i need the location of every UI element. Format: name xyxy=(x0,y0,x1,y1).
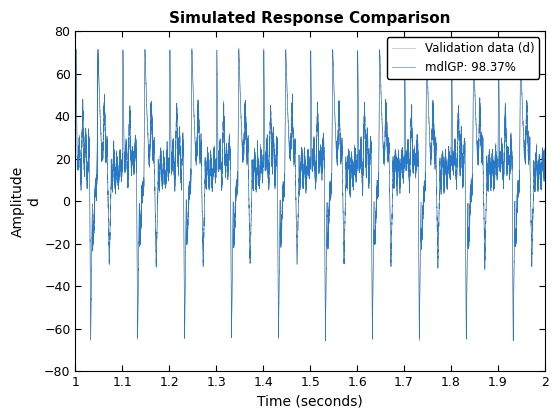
Validation data (d) xyxy=(356,166,363,171)
mdlGP: 98.37%: (1.05, 71.5): 98.37%: (1.05, 71.5) xyxy=(95,47,101,52)
mdlGP: 98.37%: (1.47, -20.4): 98.37%: (1.47, -20.4) xyxy=(294,242,301,247)
Line: Validation data (d): Validation data (d) xyxy=(76,48,545,341)
Validation data (d) xyxy=(294,241,301,246)
Validation data (d) xyxy=(408,110,415,116)
Title: Simulated Response Comparison: Simulated Response Comparison xyxy=(170,11,451,26)
Y-axis label: Amplitude
d: Amplitude d xyxy=(11,166,41,237)
Validation data (d) xyxy=(189,66,196,71)
Validation data (d) xyxy=(236,45,242,50)
mdlGP: 98.37%: (1.72, 40.7): 98.37%: (1.72, 40.7) xyxy=(408,113,415,118)
mdlGP: 98.37%: (1.64, 5.71): 98.37%: (1.64, 5.71) xyxy=(374,187,380,192)
Validation data (d) xyxy=(511,226,518,231)
mdlGP: 98.37%: (1.6, 19.1): 98.37%: (1.6, 19.1) xyxy=(356,158,363,163)
Validation data (d) xyxy=(542,155,548,160)
Validation data (d) xyxy=(72,167,79,172)
X-axis label: Time (seconds): Time (seconds) xyxy=(258,395,363,409)
Legend: Validation data (d), mdlGP: 98.37%: Validation data (d), mdlGP: 98.37% xyxy=(387,37,539,79)
Validation data (d) xyxy=(374,189,380,194)
Validation data (d) xyxy=(416,339,423,344)
mdlGP: 98.37%: (1.94, -13.2): 98.37%: (1.94, -13.2) xyxy=(511,227,518,232)
mdlGP: 98.37%: (2, 19.8): 98.37%: (2, 19.8) xyxy=(542,157,548,162)
mdlGP: 98.37%: (1, 15): 98.37%: (1, 15) xyxy=(72,167,79,172)
mdlGP: 98.37%: (1.53, -65.6): 98.37%: (1.53, -65.6) xyxy=(322,339,329,344)
mdlGP: 98.37%: (1.25, 63.1): 98.37%: (1.25, 63.1) xyxy=(189,65,196,70)
Line: mdlGP: 98.37%: mdlGP: 98.37% xyxy=(76,50,545,341)
